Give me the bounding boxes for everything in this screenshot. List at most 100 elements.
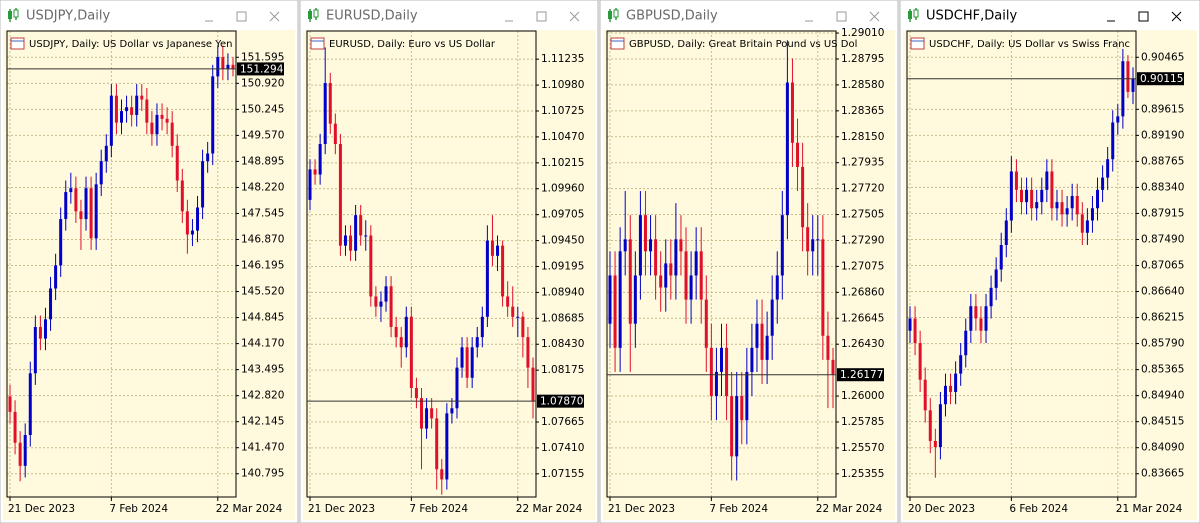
candle-body (1106, 159, 1110, 178)
candle-body (135, 95, 139, 115)
y-tick-label: 150.920 (241, 77, 284, 89)
x-tick-label: 21 Dec 2023 (608, 503, 675, 515)
y-tick-label: 1.10725 (541, 105, 584, 117)
candle-body (1035, 202, 1039, 209)
y-tick-label: 1.10470 (541, 131, 584, 143)
candle-body (206, 153, 210, 162)
candle-body (826, 335, 830, 360)
y-tick-label: 1.29010 (841, 27, 884, 39)
candle-body (33, 327, 37, 374)
y-tick-label: 149.570 (241, 129, 284, 141)
y-tick-label: 1.09450 (541, 235, 584, 247)
candle-body (511, 306, 515, 317)
chart-label: USDCHF, Daily: US Dollar vs Swiss Franc (929, 39, 1130, 50)
candle-body (180, 180, 184, 212)
candle-body (99, 161, 103, 185)
candle-body (74, 188, 78, 212)
y-tick-label: 1.11235 (541, 53, 584, 65)
candle-body (450, 408, 454, 414)
candle-body (1090, 208, 1094, 221)
y-tick-label: 1.25570 (841, 442, 884, 454)
candle-body (720, 347, 723, 372)
candle-body (938, 404, 942, 448)
y-tick-label: 148.895 (241, 155, 284, 167)
candle-body (221, 57, 225, 69)
candle-body (974, 306, 978, 319)
chart-window[interactable]: USDJPY,Daily 151.595 150.920 150.245 149.570… (0, 0, 299, 523)
candle-body (333, 123, 337, 145)
candle-body (969, 306, 973, 331)
candle-body (770, 299, 774, 336)
candle-body (1025, 189, 1029, 203)
candle-body (231, 64, 235, 70)
x-tick-label: 20 Dec 2023 (908, 503, 975, 515)
close-button[interactable] (1171, 11, 1182, 22)
candle-body (1116, 116, 1120, 123)
chart-window[interactable]: EURUSD,Daily 1.11235 1.10980 1.10725 1.10470… (299, 0, 599, 523)
candle-body (521, 316, 525, 338)
candle-body (780, 215, 784, 276)
candle-body (440, 469, 444, 480)
candle-body (694, 251, 698, 276)
candle-body (979, 318, 983, 331)
y-tick-label: 1.10215 (541, 157, 584, 169)
plot-frame (6, 30, 237, 498)
symbol-icon (910, 37, 925, 50)
candle-body (1060, 202, 1064, 215)
candle-body (760, 323, 764, 360)
window-icon (13, 9, 19, 18)
chart-window[interactable]: USDCHF,Daily 0.90465 0.89615 0.89190 0.88765… (899, 0, 1200, 523)
maximize-button[interactable] (536, 11, 547, 22)
y-tick-label: 1.07155 (541, 468, 584, 480)
y-tick-label: 1.07665 (541, 416, 584, 428)
candle-body (409, 316, 413, 388)
candle-body (1111, 122, 1115, 160)
candle-body (816, 239, 820, 241)
candle-body (354, 215, 358, 251)
candle-body (430, 408, 434, 419)
y-tick-label: 144.845 (241, 312, 284, 324)
maximize-button[interactable] (836, 11, 847, 22)
y-tick-label: 1.27935 (841, 157, 884, 169)
candle-body (654, 239, 658, 276)
candle-body (908, 318, 912, 331)
x-tick-label: 7 Feb 2024 (109, 503, 168, 515)
candle-body (211, 76, 215, 154)
candle-body (750, 347, 754, 372)
candle-body (740, 396, 744, 421)
candle-body (496, 245, 500, 256)
maximize-button[interactable] (236, 11, 247, 22)
window-title: EURUSD,Daily (326, 9, 418, 24)
price-label-box (837, 368, 884, 382)
candle-body (480, 316, 484, 338)
chart-background (3, 30, 295, 520)
candle-body (84, 188, 88, 220)
plot-frame (906, 30, 1137, 498)
title-bar (1, 1, 297, 30)
candle-body (790, 82, 794, 143)
candle-body (13, 411, 17, 443)
close-button[interactable] (269, 11, 280, 22)
price-label: 1.07870 (540, 396, 583, 408)
candle-body (165, 118, 169, 123)
candle-body (470, 347, 474, 378)
candle-body (49, 288, 53, 320)
y-tick-label: 0.88765 (1141, 155, 1184, 167)
y-tick-label: 0.89190 (1141, 129, 1184, 141)
candle-body (435, 418, 439, 470)
y-tick-label: 1.10980 (541, 79, 584, 91)
candle-body (414, 387, 418, 399)
chart-window[interactable]: GBPUSD,Daily 1.29010 1.28795 1.28580 1.28365… (599, 0, 899, 523)
candle-body (669, 263, 673, 276)
x-tick-label: 21 Dec 2023 (308, 503, 375, 515)
maximize-button[interactable] (1138, 11, 1149, 22)
symbol-icon (10, 37, 25, 50)
close-button[interactable] (569, 11, 580, 22)
y-tick-label: 142.820 (241, 390, 284, 402)
window-icon (313, 9, 319, 18)
x-tick-label: 22 Mar 2024 (216, 503, 283, 515)
candles (8, 45, 235, 482)
close-button[interactable] (869, 11, 880, 22)
y-tick-label: 151.595 (241, 51, 284, 63)
